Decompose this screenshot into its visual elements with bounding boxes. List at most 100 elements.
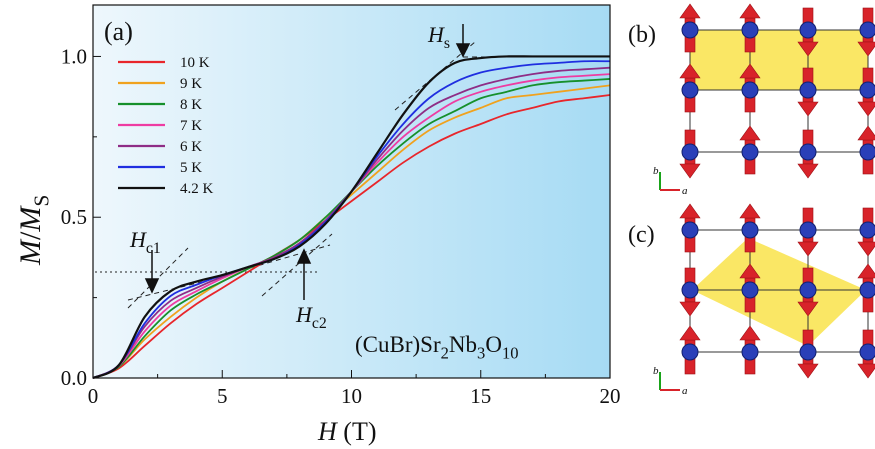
- cu-atom: [681, 281, 699, 299]
- text-part: 2: [441, 343, 449, 362]
- cu-atom: [859, 21, 875, 39]
- spin: [679, 63, 701, 113]
- text-part: H: [295, 302, 313, 327]
- curve: [92, 55, 610, 380]
- cu-atom: [681, 343, 699, 361]
- legend-label: 8 K: [180, 97, 202, 113]
- text-part: 10: [502, 343, 519, 362]
- x-tick-label: 15: [470, 384, 491, 408]
- structure-panels: (b) b a (c) b a: [628, 3, 875, 397]
- spin-head: [739, 125, 761, 141]
- cu-atom: [859, 343, 875, 361]
- curve: [92, 94, 611, 379]
- spin-head: [739, 203, 761, 219]
- spin: [857, 207, 875, 257]
- arrowhead: [144, 278, 160, 294]
- arrowhead: [296, 248, 312, 264]
- text-part: O: [485, 332, 502, 357]
- x-tick-label: 20: [600, 384, 621, 408]
- spin-head: [739, 3, 761, 19]
- text-part: H: [427, 22, 445, 47]
- spin: [857, 263, 875, 313]
- spin: [739, 203, 761, 253]
- spin-head: [857, 263, 875, 279]
- spin-head: [679, 3, 701, 19]
- spin: [679, 129, 701, 179]
- spin: [739, 3, 761, 53]
- spin: [679, 325, 701, 375]
- cu-atom: [859, 221, 875, 239]
- text-part: S: [29, 195, 53, 207]
- spin-head: [679, 325, 701, 341]
- spin-head: [857, 41, 875, 57]
- spin: [857, 125, 875, 175]
- legend-label: 9 K: [180, 76, 202, 92]
- text-part: c1: [146, 240, 161, 257]
- text-part: 3: [477, 343, 485, 362]
- spin: [797, 207, 819, 257]
- text-part: H: [317, 417, 338, 446]
- text-part: H: [129, 227, 147, 252]
- spin: [739, 263, 761, 313]
- x-tick-label: 5: [217, 384, 228, 408]
- cu-atom: [681, 81, 699, 99]
- axis-letter: a: [682, 185, 688, 197]
- y-tick-label: 0.5: [61, 205, 87, 229]
- legend-label: 10 K: [180, 55, 210, 71]
- spin: [679, 3, 701, 53]
- text-part: M: [14, 205, 47, 233]
- spin-head: [797, 163, 819, 179]
- y-tick-label: 1.0: [61, 44, 87, 68]
- cu-atom: [741, 281, 759, 299]
- cu-atom: [741, 81, 759, 99]
- spin-head: [679, 63, 701, 79]
- cu-atom: [741, 143, 759, 161]
- legend-label: 5 K: [180, 160, 202, 176]
- spin-head: [857, 241, 875, 257]
- x-tick-label: 10: [341, 384, 362, 408]
- axis-letter: a: [682, 385, 688, 397]
- text-part: c2: [312, 315, 327, 332]
- spin: [739, 325, 761, 375]
- cu-atom: [799, 21, 817, 39]
- spin-head: [739, 263, 761, 279]
- text-part: Nb: [449, 332, 477, 357]
- panel-label: (b): [628, 22, 656, 48]
- annotation: Hc2: [295, 302, 327, 332]
- text-part: s: [444, 35, 450, 52]
- guide-line: [261, 233, 333, 297]
- annotation: Hc1: [129, 227, 161, 257]
- spin-head: [679, 301, 701, 317]
- panel-label: (c): [628, 222, 655, 248]
- spin-head: [857, 125, 875, 141]
- annotation: Hs: [427, 22, 450, 52]
- spin-head: [857, 101, 875, 117]
- cu-atom: [859, 81, 875, 99]
- spin: [797, 267, 819, 317]
- cu-atom: [741, 221, 759, 239]
- panel-label: (a): [104, 17, 133, 46]
- spin-head: [679, 163, 701, 179]
- spin: [797, 329, 819, 379]
- spin-head: [797, 41, 819, 57]
- curve: [92, 84, 611, 379]
- unit-cell: [690, 30, 868, 90]
- spin: [857, 67, 875, 117]
- arrowhead: [455, 43, 471, 58]
- text-part: (T): [337, 417, 377, 446]
- spin: [797, 7, 819, 57]
- guide-line: [249, 244, 331, 269]
- compound-label: (CuBr)Sr2Nb3O10: [355, 332, 518, 362]
- cu-atom: [859, 143, 875, 161]
- text-part: (CuBr)Sr: [355, 332, 441, 357]
- spin: [797, 67, 819, 117]
- legend-label: 4.2 K: [180, 181, 214, 197]
- y-axis-label: M/MS: [14, 195, 53, 266]
- cu-atom: [681, 221, 699, 239]
- cu-atom: [681, 21, 699, 39]
- cu-atom: [741, 21, 759, 39]
- axis-letter: b: [653, 165, 659, 177]
- unit-cell: [692, 238, 866, 346]
- axis-letter: b: [653, 365, 659, 377]
